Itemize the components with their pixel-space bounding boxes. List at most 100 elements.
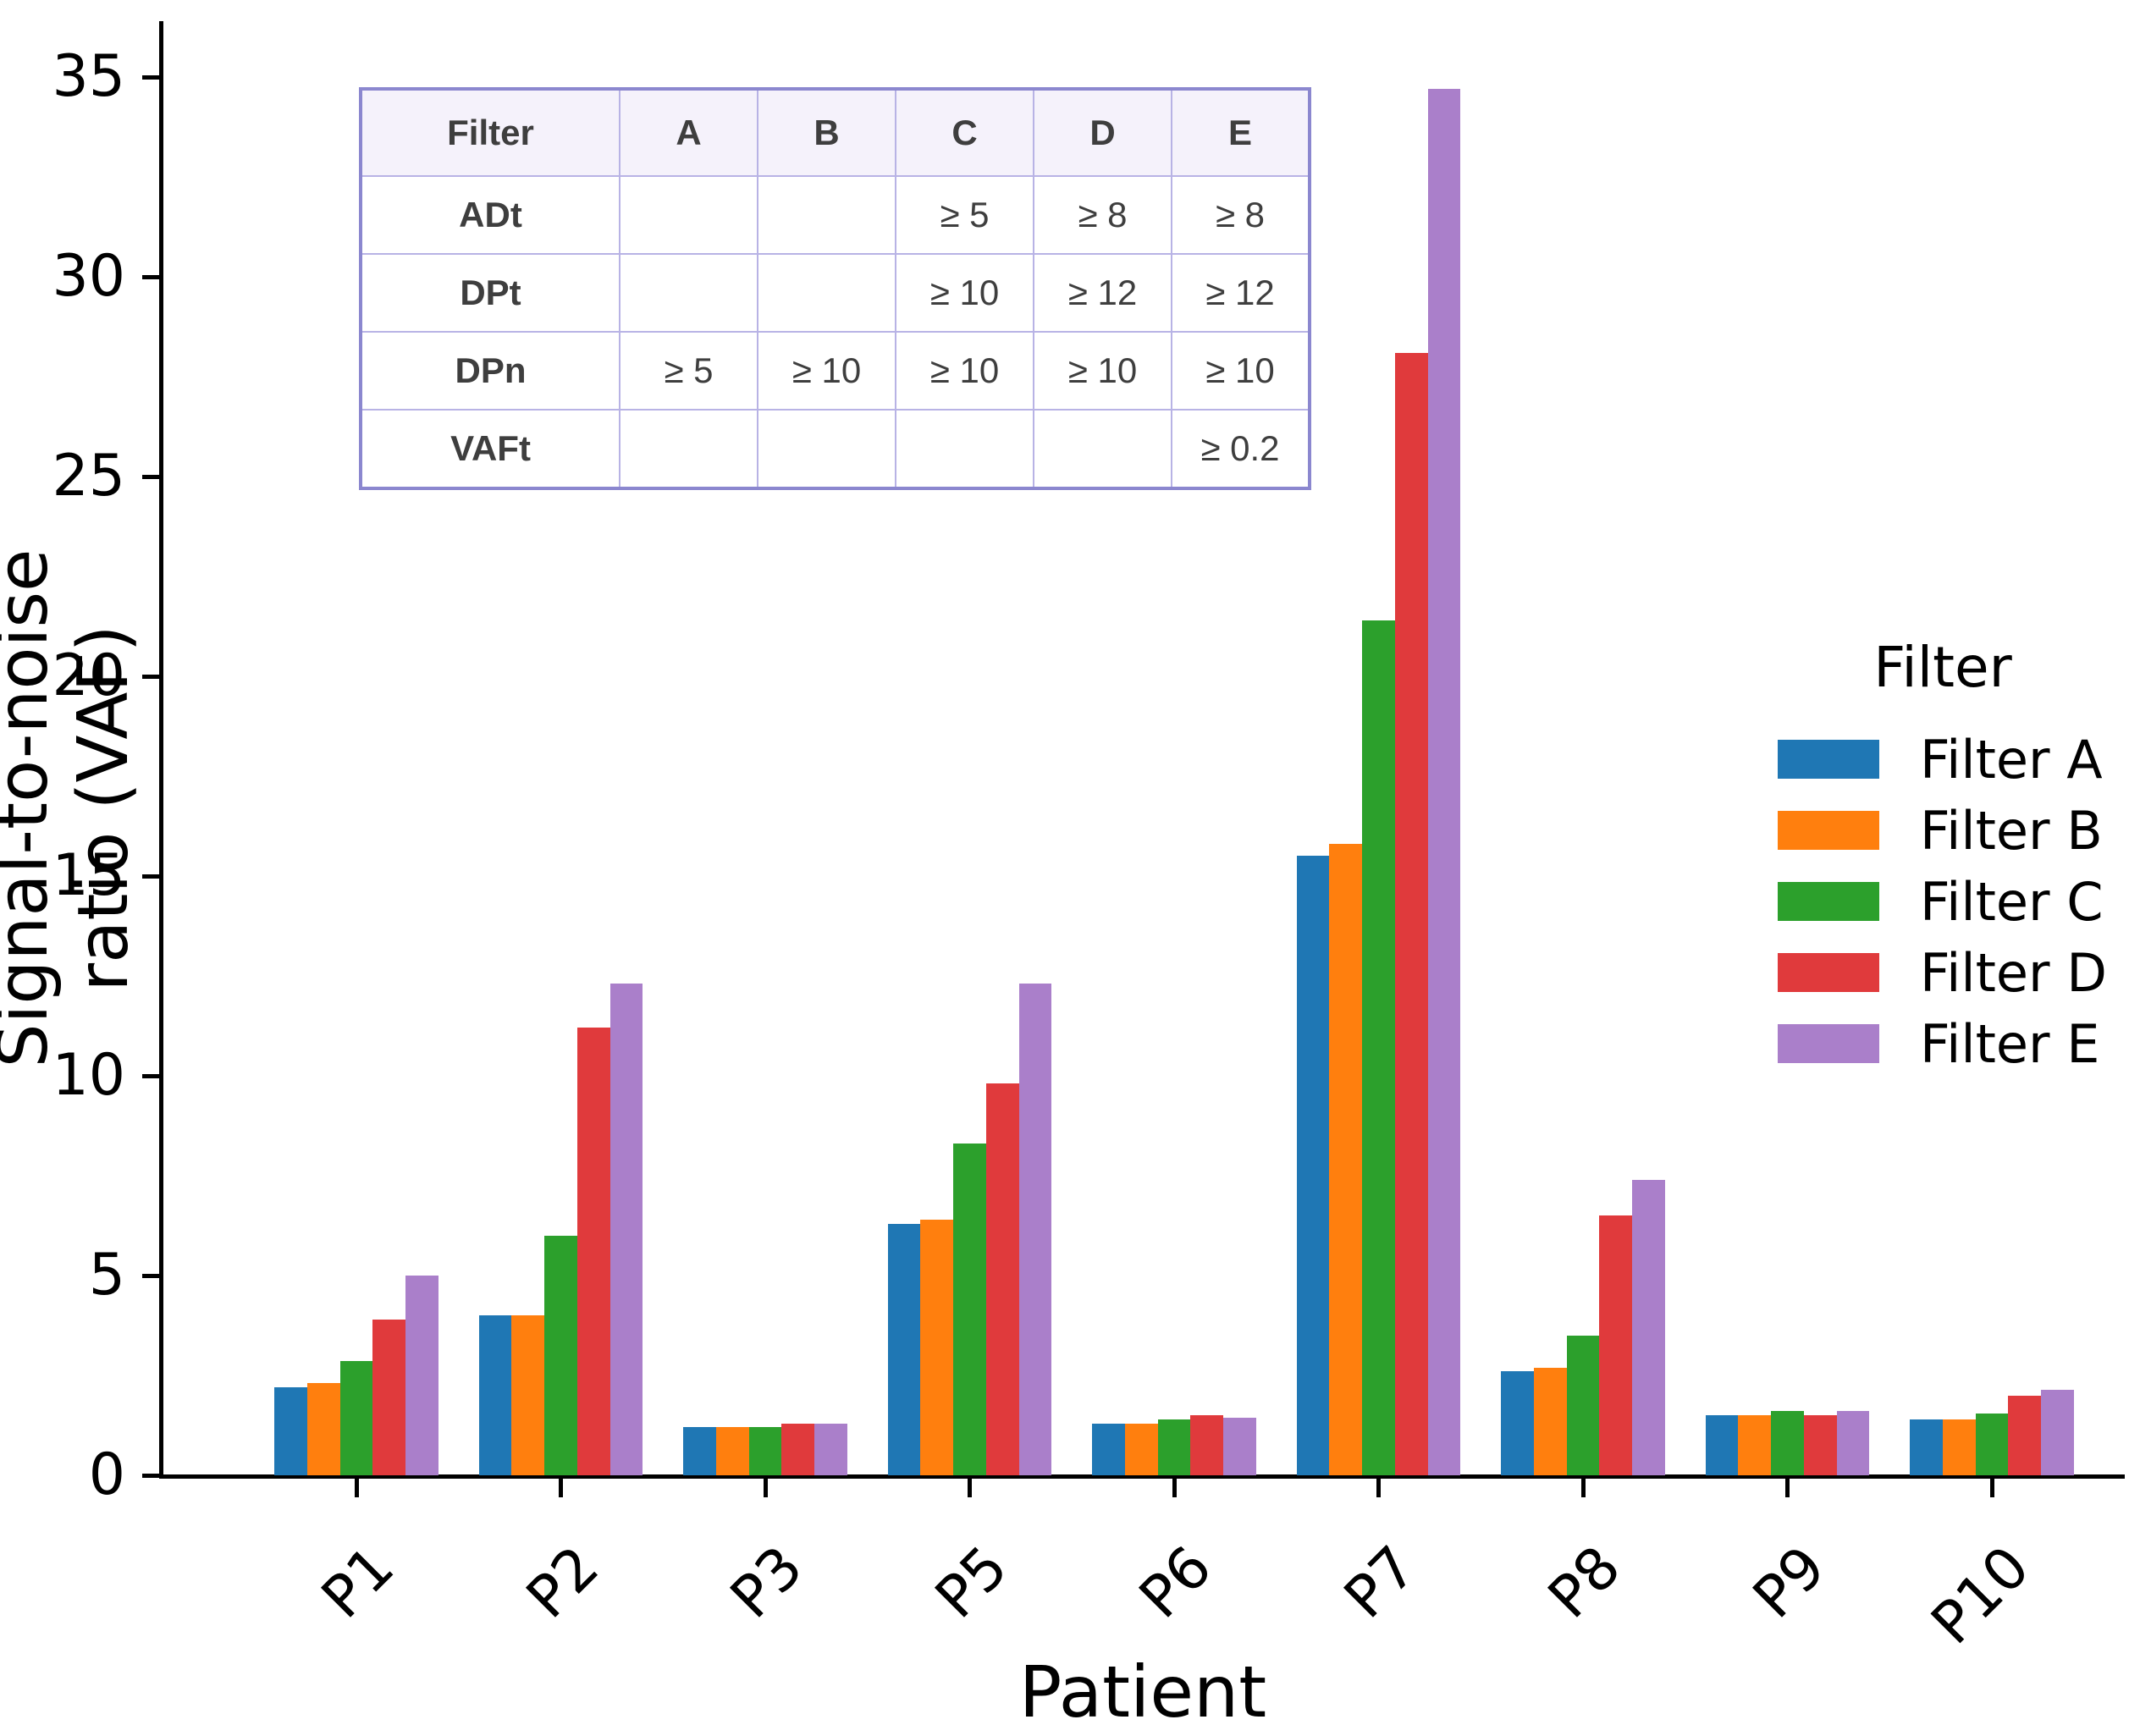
bar-p10-filter-e <box>2041 1389 2074 1475</box>
table-row-dpn: DPn ≥ 5 ≥ 10 ≥ 10 ≥ 10 ≥ 10 <box>360 331 1310 411</box>
bar-p8-filter-c <box>1566 1335 1600 1475</box>
legend-swatch-filter-d <box>1778 953 1879 992</box>
x-tick-label-p2: P2 <box>513 1534 612 1632</box>
y-tick-label-20: 20 <box>52 642 125 709</box>
table-cell-vaft-b <box>757 409 896 489</box>
table-cell-vaft-e: ≥ 0.2 <box>1171 409 1310 489</box>
legend-entry-filter-e: Filter E <box>1761 1008 2125 1079</box>
bar-p5-filter-c <box>953 1144 986 1475</box>
table-cell-dpn-a: ≥ 5 <box>619 331 758 411</box>
x-tick-mark-p7 <box>1376 1479 1381 1497</box>
y-tick-label-35: 35 <box>52 43 125 110</box>
table-row-label-dpn: DPn <box>360 331 620 411</box>
table-row-vaft: VAFt ≥ 0.2 <box>360 409 1310 489</box>
x-tick-label-p8: P8 <box>1536 1534 1634 1632</box>
x-tick-mark-p6 <box>1172 1479 1177 1497</box>
bar-p7-filter-d <box>1394 352 1428 1475</box>
y-tick-mark-25 <box>142 474 161 479</box>
bar-p3-filter-b <box>715 1427 749 1475</box>
table-cell-dpt-c: ≥ 10 <box>895 253 1034 333</box>
table-row-label-dpt: DPt <box>360 253 620 333</box>
bar-p2-filter-a <box>478 1315 512 1475</box>
table-header-a: A <box>619 88 758 177</box>
bar-p7-filter-a <box>1296 856 1330 1475</box>
bar-p1-filter-a <box>274 1387 307 1475</box>
table-cell-adt-e: ≥ 8 <box>1171 175 1310 255</box>
table-cell-adt-a <box>619 175 758 255</box>
bar-p9-filter-c <box>1771 1411 1804 1475</box>
y-tick-mark-5 <box>142 1273 161 1278</box>
bar-p2-filter-d <box>576 1028 610 1475</box>
y-tick-mark-15 <box>142 874 161 879</box>
table-cell-dpn-c: ≥ 10 <box>895 331 1034 411</box>
x-tick-label-p9: P9 <box>1740 1534 1839 1632</box>
table-header-filter: Filter <box>360 88 620 177</box>
y-tick-label-25: 25 <box>52 443 125 510</box>
bar-p6-filter-d <box>1190 1415 1224 1475</box>
legend-title: Filter <box>1873 635 2012 700</box>
table-row-label-adt: ADt <box>360 175 620 255</box>
table-row-label-vaft: VAFt <box>360 409 620 489</box>
bar-p1-filter-e <box>405 1276 438 1475</box>
y-tick-label-0: 0 <box>88 1441 125 1508</box>
y-tick-label-15: 15 <box>52 842 125 909</box>
bar-p7-filter-c <box>1362 620 1395 1475</box>
bar-p2-filter-b <box>511 1315 545 1475</box>
legend-label-filter-a: Filter A <box>1920 728 2103 791</box>
bar-p5-filter-e <box>1018 984 1052 1475</box>
y-tick-label-5: 5 <box>88 1242 125 1309</box>
bar-p2-filter-e <box>609 984 643 1475</box>
table-cell-vaft-a <box>619 409 758 489</box>
table-cell-dpt-e: ≥ 12 <box>1171 253 1310 333</box>
bar-p3-filter-a <box>683 1427 716 1475</box>
bar-p10-filter-d <box>2008 1395 2042 1475</box>
bar-p7-filter-b <box>1329 844 1363 1475</box>
table-header-c: C <box>895 88 1034 177</box>
legend-entries: Filter A Filter B Filter C Filter D Filter E <box>1761 724 2125 1079</box>
table-cell-dpt-d: ≥ 12 <box>1033 253 1172 333</box>
y-tick-mark-0 <box>142 1473 161 1478</box>
bar-p3-filter-c <box>748 1427 782 1475</box>
table-cell-dpt-a <box>619 253 758 333</box>
y-tick-label-10: 10 <box>52 1042 125 1109</box>
legend-entry-filter-d: Filter D <box>1761 937 2125 1008</box>
bar-p9-filter-d <box>1803 1415 1837 1475</box>
table-header-d: D <box>1033 88 1172 177</box>
table-cell-dpt-b <box>757 253 896 333</box>
y-tick-mark-30 <box>142 274 161 279</box>
legend-entry-filter-a: Filter A <box>1761 724 2125 795</box>
table-row-adt: ADt ≥ 5 ≥ 8 ≥ 8 <box>360 175 1310 255</box>
bar-p10-filter-a <box>1910 1419 1943 1475</box>
legend-entry-filter-b: Filter B <box>1761 795 2125 866</box>
bar-p8-filter-e <box>1632 1179 1665 1475</box>
table-cell-dpn-b: ≥ 10 <box>757 331 896 411</box>
x-axis-line <box>159 1474 2125 1479</box>
y-tick-mark-35 <box>142 74 161 80</box>
legend-label-filter-e: Filter E <box>1920 1012 2100 1075</box>
bar-p7-filter-e <box>1427 89 1461 1475</box>
table-cell-vaft-c <box>895 409 1034 489</box>
table-header-row: Filter A B C D E <box>360 88 1310 177</box>
x-axis-label: Patient <box>1018 1651 1267 1733</box>
bar-p10-filter-c <box>1975 1413 2009 1475</box>
bar-p2-filter-c <box>544 1235 577 1475</box>
bar-p10-filter-b <box>1942 1419 1976 1475</box>
bar-p3-filter-d <box>781 1423 815 1475</box>
bar-p1-filter-d <box>372 1319 406 1475</box>
legend-label-filter-b: Filter B <box>1920 799 2103 862</box>
bar-p6-filter-b <box>1124 1423 1158 1475</box>
legend-swatch-filter-a <box>1778 740 1879 779</box>
filter-parameters-table: Filter A B C D E ADt ≥ 5 ≥ 8 ≥ 8 DPt ≥ 10 ≥ 12 ≥ 12 D… <box>359 87 1311 490</box>
bar-p5-filter-d <box>985 1083 1019 1475</box>
table-body: ADt ≥ 5 ≥ 8 ≥ 8 DPt ≥ 10 ≥ 12 ≥ 12 DPn ≥ 5 ≥ 10 ≥ 1… <box>360 175 1310 489</box>
bar-p6-filter-c <box>1157 1419 1191 1475</box>
x-tick-label-p10: P10 <box>1918 1534 2043 1658</box>
x-tick-label-p3: P3 <box>718 1534 816 1632</box>
x-tick-mark-p2 <box>559 1479 563 1497</box>
legend-swatch-filter-b <box>1778 811 1879 850</box>
y-tick-mark-10 <box>142 1073 161 1078</box>
bar-p6-filter-e <box>1223 1417 1256 1475</box>
bar-p1-filter-c <box>339 1361 373 1475</box>
bar-p1-filter-b <box>306 1383 340 1475</box>
